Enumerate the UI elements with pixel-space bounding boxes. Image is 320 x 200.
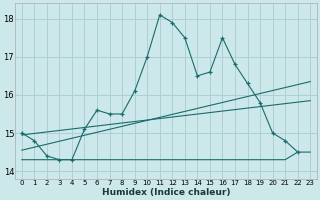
X-axis label: Humidex (Indice chaleur): Humidex (Indice chaleur): [102, 188, 230, 197]
